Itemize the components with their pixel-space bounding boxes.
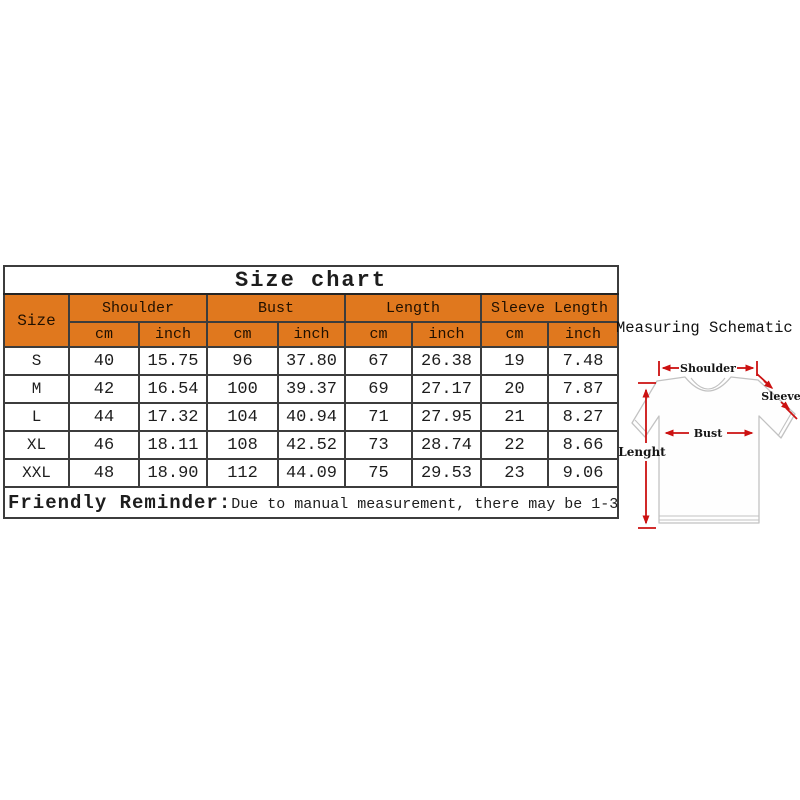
measurement-cell: 44.09: [277, 458, 346, 488]
friendly-reminder-row: Friendly Reminder:Due to manual measurem…: [2, 486, 620, 519]
measurement-cell: 26.38: [411, 346, 482, 376]
measurement-cell: 37.80: [277, 346, 346, 376]
measurement-cell: 29.53: [411, 458, 482, 488]
shoulder-arrow: [658, 361, 758, 376]
size-label: L: [3, 402, 70, 432]
measurement-cell: 20: [480, 374, 549, 404]
measurement-cell: 44: [68, 402, 140, 432]
unit-header-inch: inch: [411, 321, 482, 348]
measurement-cell: 18.90: [138, 458, 208, 488]
size-label: S: [3, 346, 70, 376]
measurement-cell: 40.94: [277, 402, 346, 432]
measurement-cell: 16.54: [138, 374, 208, 404]
measurement-cell: 22: [480, 430, 549, 460]
unit-header-inch: inch: [546, 321, 620, 348]
friendly-reminder-label: Friendly Reminder:: [8, 491, 232, 514]
sleeve-arrow: [756, 373, 798, 420]
size-row-xxl: XXL 48 18.90 112 44.09 75 29.53 23 9.06: [3, 458, 620, 488]
measurement-cell: 67: [344, 346, 413, 376]
unit-header-cm: cm: [344, 321, 413, 348]
measurement-cell: 23: [480, 458, 549, 488]
size-label: M: [3, 374, 70, 404]
measurement-cell: 40: [68, 346, 140, 376]
size-row-xl: XL 46 18.11 108 42.52 73 28.74 22 8.66: [3, 430, 620, 460]
sleeve-label: Sleeve: [761, 390, 800, 403]
column-group-sleeve-length: Sleeve Length: [479, 293, 620, 323]
unit-header-cm: cm: [480, 321, 549, 348]
column-group-length: Length: [344, 293, 482, 323]
bust-label: Bust: [694, 427, 723, 440]
measuring-schematic-diagram: Shoulder Sleeve Bust Lenght: [618, 361, 800, 529]
size-label: XXL: [3, 458, 70, 488]
measurement-cell: 100: [206, 374, 279, 404]
measurement-cell: 69: [344, 374, 413, 404]
measurement-cell: 19: [480, 346, 549, 376]
measurement-cell: 48: [68, 458, 140, 488]
friendly-reminder-text: Due to manual measurement, there may be …: [231, 495, 619, 513]
tshirt-hem-lines: [659, 515, 759, 521]
measurement-cell: 71: [344, 402, 413, 432]
measurement-cell: 8.66: [546, 430, 620, 460]
measurement-cell: 17.32: [138, 402, 208, 432]
measurement-cell: 27.95: [411, 402, 482, 432]
measurement-cell: 75: [344, 458, 413, 488]
tshirt-collar-inner: [690, 377, 726, 390]
unit-header-inch: inch: [277, 321, 346, 348]
length-arrow: [638, 382, 656, 529]
size-chart-title: Size chart: [2, 265, 620, 295]
measuring-schematic-title: Measuring Schematic: [616, 319, 793, 337]
measurement-cell: 39.37: [277, 374, 346, 404]
measurement-cell: 15.75: [138, 346, 208, 376]
unit-header-cm: cm: [206, 321, 279, 348]
measurement-cell: 42: [68, 374, 140, 404]
measurement-cell: 104: [206, 402, 279, 432]
measurement-cell: 18.11: [138, 430, 208, 460]
size-chart-table: Size chart Size Shoulder Bust Length Sle…: [2, 265, 620, 519]
measurement-cell: 27.17: [411, 374, 482, 404]
size-label: XL: [3, 430, 70, 460]
measurement-cell: 108: [206, 430, 279, 460]
length-label: Lenght: [618, 445, 666, 459]
size-row-l: L 44 17.32 104 40.94 71 27.95 21 8.27: [3, 402, 620, 432]
measurement-cell: 8.27: [546, 402, 620, 432]
tshirt-right-cuff-line: [777, 411, 793, 437]
measurement-cell: 9.06: [546, 458, 620, 488]
measurement-cell: 21: [480, 402, 549, 432]
measurement-cell: 7.48: [546, 346, 620, 376]
measurement-cell: 7.87: [546, 374, 620, 404]
unit-header-cm: cm: [68, 321, 140, 348]
measurement-cell: 28.74: [411, 430, 482, 460]
size-row-m: M 42 16.54 100 39.37 69 27.17 20 7.87: [3, 374, 620, 404]
measurement-cell: 96: [206, 346, 279, 376]
measurement-cell: 46: [68, 430, 140, 460]
measurement-cell: 73: [344, 430, 413, 460]
tshirt-outline: [631, 376, 796, 524]
measurement-cell: 42.52: [277, 430, 346, 460]
column-header-size: Size: [3, 293, 70, 348]
measurement-cell: 112: [206, 458, 279, 488]
shoulder-label: Shoulder: [680, 362, 736, 375]
size-row-s: S 40 15.75 96 37.80 67 26.38 19 7.48: [3, 346, 620, 376]
column-group-bust: Bust: [206, 293, 346, 323]
column-group-shoulder: Shoulder: [68, 293, 208, 323]
unit-header-inch: inch: [138, 321, 208, 348]
